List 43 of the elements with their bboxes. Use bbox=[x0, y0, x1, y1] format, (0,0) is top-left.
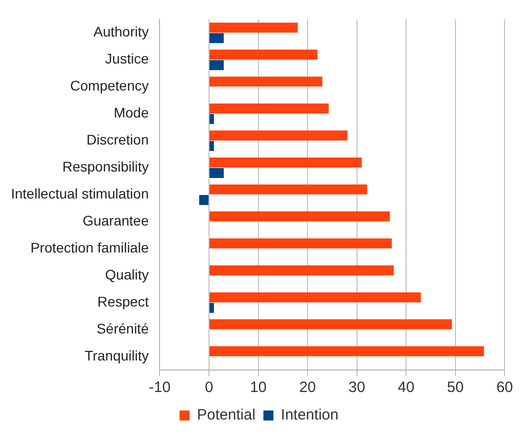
y-tick-label: Protection familiale bbox=[30, 240, 149, 256]
bar bbox=[210, 50, 318, 60]
y-tick-label: Tranquility bbox=[84, 347, 149, 364]
y-tick-label: Quality bbox=[105, 266, 149, 282]
x-tick-label: 20 bbox=[299, 379, 316, 396]
x-tick-label: 50 bbox=[447, 379, 464, 396]
y-tick-label: Discretion bbox=[86, 132, 149, 148]
y-tick-label: Intellectual stimulation bbox=[10, 186, 149, 202]
x-tick-label: 10 bbox=[250, 379, 267, 396]
x-tick-label: 60 bbox=[496, 379, 513, 396]
bar bbox=[210, 319, 452, 330]
bar bbox=[199, 194, 209, 205]
bar bbox=[210, 60, 224, 70]
bar bbox=[210, 76, 322, 87]
y-tick-label: Sérénité bbox=[96, 320, 149, 336]
y-tick-label: Justice bbox=[105, 50, 149, 67]
legend-label: Potential bbox=[197, 406, 256, 424]
x-tick-label: 0 bbox=[204, 379, 214, 396]
bar bbox=[210, 265, 394, 276]
x-tick-label: 30 bbox=[348, 379, 366, 396]
y-tick-label: Guarantee bbox=[82, 212, 149, 229]
bar bbox=[210, 168, 224, 178]
bar bbox=[210, 292, 421, 302]
bar bbox=[210, 114, 214, 124]
bar bbox=[210, 346, 484, 356]
bar bbox=[210, 211, 390, 222]
legend-label: Intention bbox=[280, 406, 338, 424]
y-tick-label: Authority bbox=[93, 24, 149, 40]
y-tick-label: Respect bbox=[97, 293, 149, 310]
y-tick-label: Competency bbox=[70, 78, 149, 94]
bar bbox=[210, 238, 392, 248]
bar bbox=[210, 22, 298, 33]
bar bbox=[210, 130, 348, 140]
bar bbox=[210, 184, 368, 194]
bar bbox=[210, 104, 329, 114]
bar bbox=[210, 157, 362, 168]
y-tick-label: Mode bbox=[114, 104, 149, 121]
bar bbox=[210, 141, 214, 152]
bar bbox=[210, 33, 224, 44]
x-tick-label: 40 bbox=[398, 379, 414, 396]
x-tick-label: -10 bbox=[148, 379, 171, 396]
bar bbox=[210, 302, 214, 313]
y-tick-label: Responsibility bbox=[62, 158, 149, 175]
